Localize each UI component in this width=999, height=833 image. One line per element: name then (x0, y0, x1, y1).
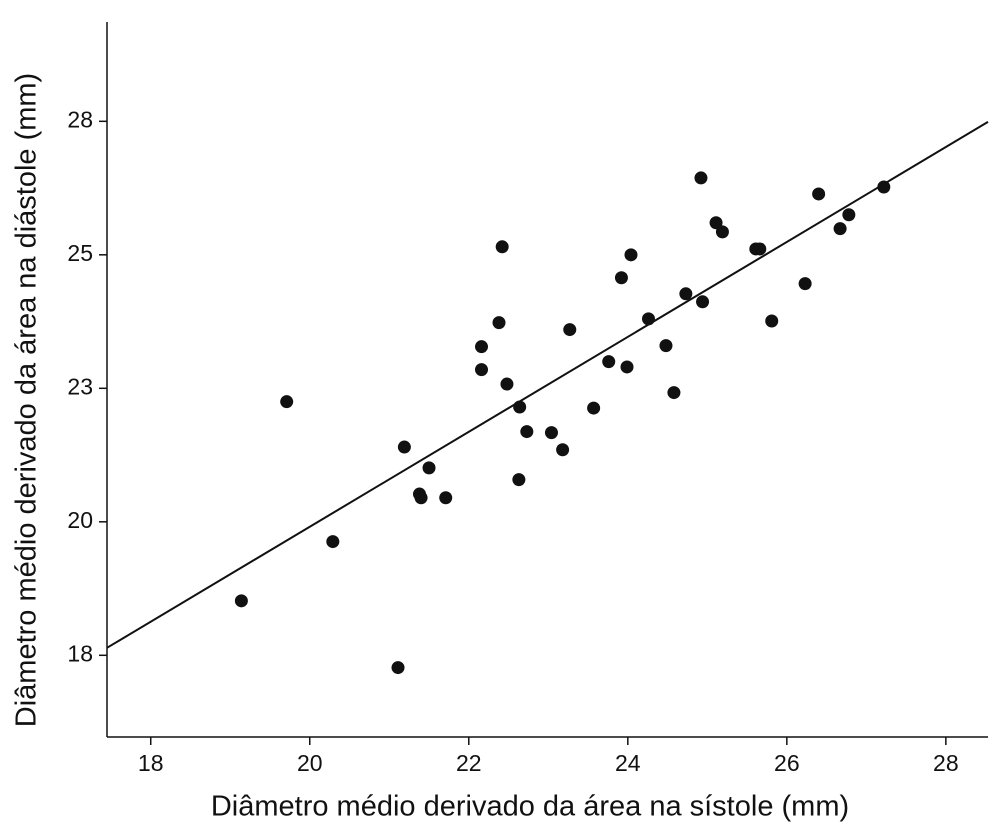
point (391, 661, 405, 675)
y-tick-label: 20 (67, 507, 93, 533)
point (620, 360, 634, 374)
point (765, 314, 779, 328)
point (414, 491, 428, 505)
point (694, 171, 708, 185)
point (812, 187, 826, 201)
point (587, 401, 601, 415)
point (563, 323, 577, 337)
point (234, 594, 248, 608)
point (492, 316, 506, 330)
point (280, 395, 294, 409)
x-tick-label: 28 (933, 750, 959, 776)
x-tick-label: 20 (297, 750, 323, 776)
point (833, 222, 847, 236)
point (877, 180, 891, 194)
point (326, 535, 340, 549)
point (495, 240, 509, 254)
x-axis-title: Diâmetro médio derivado da área na sísto… (211, 791, 849, 823)
point (512, 473, 526, 487)
point (614, 271, 628, 285)
x-tick-label: 18 (138, 750, 164, 776)
point (715, 225, 729, 239)
point (602, 355, 616, 369)
point (842, 208, 856, 222)
y-axis-title: Diâmetro médio derivado da área na diást… (11, 73, 43, 727)
point (439, 491, 453, 505)
y-tick-label: 28 (67, 106, 93, 132)
point (520, 425, 534, 439)
y-tick-label: 25 (67, 240, 93, 266)
point (544, 426, 558, 440)
point (696, 295, 710, 309)
y-tick-label: 23 (67, 373, 93, 399)
y-tick-label: 18 (67, 640, 93, 666)
point (475, 363, 489, 377)
x-tick-label: 26 (774, 750, 800, 776)
point (667, 386, 681, 400)
point (798, 277, 812, 291)
point (397, 440, 411, 454)
point (624, 248, 638, 262)
point (753, 242, 767, 256)
point (422, 461, 436, 475)
x-tick-label: 22 (456, 750, 482, 776)
x-tick-label: 24 (615, 750, 641, 776)
point (475, 340, 489, 354)
point (679, 287, 693, 301)
fit-line (106, 120, 989, 649)
point (556, 443, 570, 457)
point (709, 216, 723, 230)
point (500, 377, 514, 391)
point (659, 339, 673, 353)
